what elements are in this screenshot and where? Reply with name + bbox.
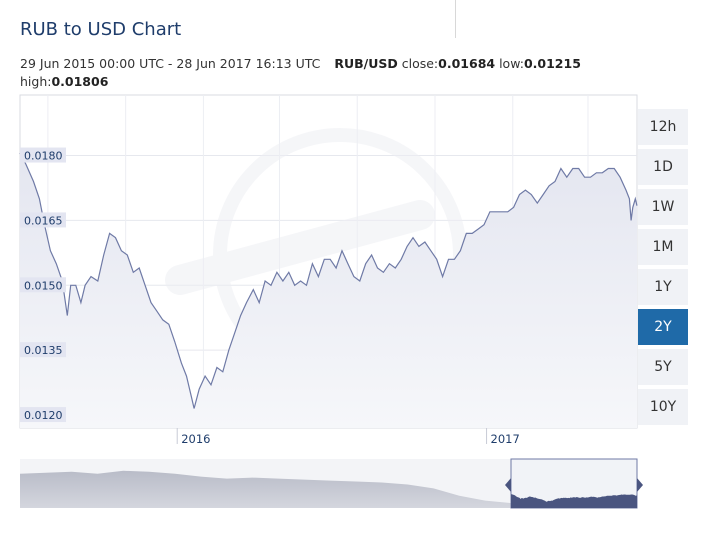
navigator-left-handle[interactable]: [505, 478, 511, 492]
range-button-1m[interactable]: 1M: [638, 229, 688, 265]
navigator-right-handle[interactable]: [637, 478, 643, 492]
currency-pair: RUB/USD: [334, 56, 398, 71]
y-tick-label: 0.0165: [24, 214, 63, 227]
y-axis: 0.0180 0.0165 0.0150 0.0135 0.0120: [20, 147, 66, 423]
range-button-5y[interactable]: 5Y: [638, 349, 688, 385]
x-tick-label: 2016: [181, 432, 210, 446]
range-button-2y[interactable]: 2Y: [638, 309, 688, 345]
y-tick-label: 0.0135: [24, 344, 63, 357]
range-button-1d[interactable]: 1D: [638, 149, 688, 185]
close-label: close:: [401, 56, 439, 71]
navigator[interactable]: [20, 458, 643, 509]
y-tick-label-bg: [20, 147, 66, 163]
navigator-selected-area: [511, 494, 637, 508]
y-tick-label: 0.0180: [24, 150, 63, 163]
range-button-10y[interactable]: 10Y: [638, 389, 688, 425]
y-tick-label-bg: [20, 407, 66, 423]
low-label: low:: [499, 56, 524, 71]
x-axis: 2016 2017: [176, 428, 520, 446]
high-label: high:: [20, 74, 52, 89]
header-divider: [455, 0, 456, 38]
range-button-12h[interactable]: 12h: [638, 109, 688, 145]
y-tick-label-bg: [20, 212, 66, 228]
rate-line: [19, 152, 638, 409]
range-button-1y[interactable]: 1Y: [638, 269, 688, 305]
high-value: 0.01806: [51, 74, 109, 89]
range-button-1w[interactable]: 1W: [638, 189, 688, 225]
rate-area: [20, 153, 637, 428]
y-tick-label: 0.0120: [24, 409, 63, 422]
y-tick-label: 0.0150: [24, 279, 63, 292]
navigator-area: [20, 470, 511, 508]
x-tick-label: 2017: [491, 432, 520, 446]
date-range: 29 Jun 2015 00:00 UTC - 28 Jun 2017 16:1…: [20, 56, 321, 71]
summary-line: 29 Jun 2015 00:00 UTC - 28 Jun 2017 16:1…: [20, 55, 620, 91]
low-value: 0.01215: [523, 56, 581, 71]
y-tick-label-bg: [20, 342, 66, 358]
y-tick-label-bg: [20, 277, 66, 293]
page-title: RUB to USD Chart: [20, 19, 182, 40]
close-value: 0.01684: [438, 56, 496, 71]
